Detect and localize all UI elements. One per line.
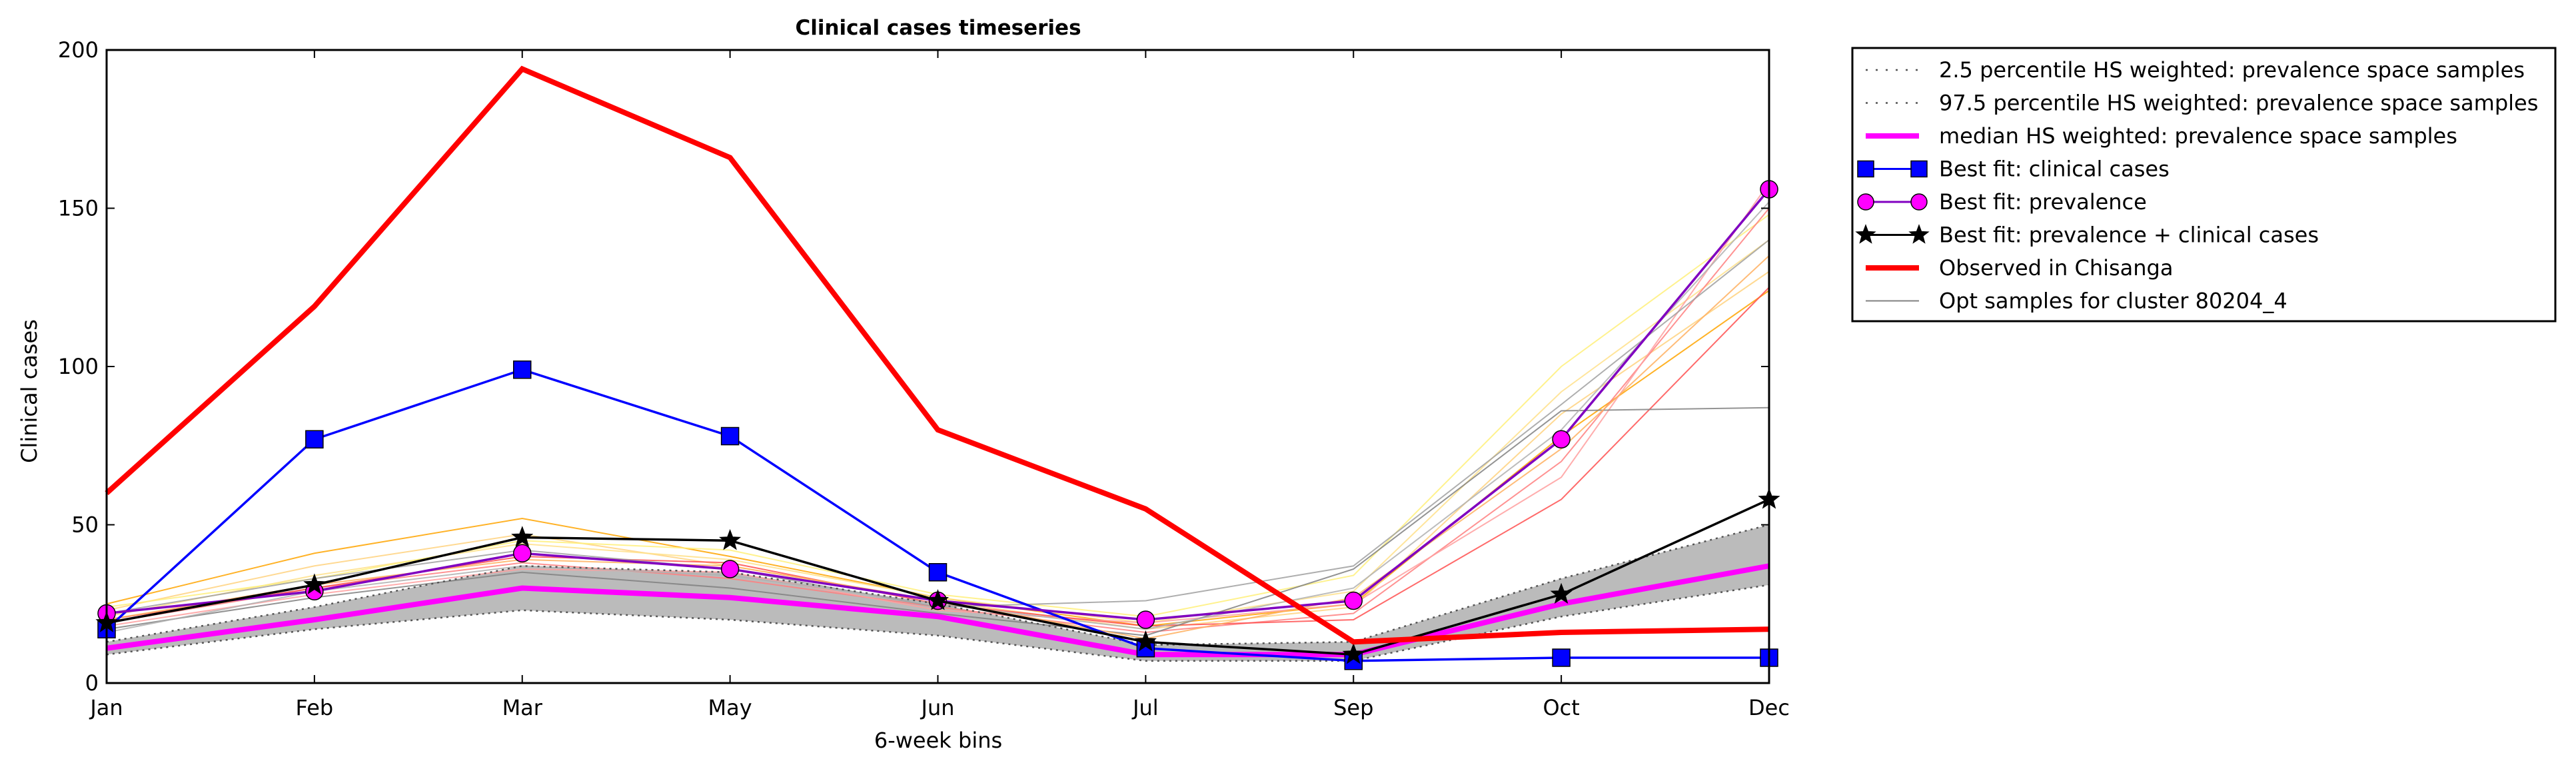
- series-6-point-4: [719, 528, 742, 550]
- legend-marker-end-4: [1910, 160, 1928, 178]
- legend-item-4: Best fit: clinical cases: [1857, 157, 2170, 182]
- series-6-point-8: [1550, 582, 1573, 604]
- x-tick-label-2: Feb: [296, 695, 334, 720]
- legend-label-3: median HS weighted: prevalence space sam…: [1939, 123, 2457, 149]
- series-5-point-3: [513, 544, 532, 562]
- legend-marker-start-4: [1857, 160, 1874, 178]
- series-1-line: [106, 584, 1770, 662]
- axes-layer: Jan Feb Mar May Jun Jul Sep Oct Dec 0 50 100 150 200: [58, 37, 1790, 720]
- legend-label-7: Observed in Chisanga: [1939, 255, 2173, 281]
- series-5-point-7: [1344, 591, 1363, 610]
- legend-items: 2.5 percentile HS weighted: prevalence s…: [1855, 57, 2538, 314]
- series-7: [105, 65, 1770, 645]
- legend-item-8: Opt samples for cluster 80204_4: [1866, 289, 2287, 314]
- legend-frame: [1851, 47, 2557, 323]
- y-tick-label-4: 150: [58, 196, 99, 221]
- legend-label-5: Best fit: prevalence: [1939, 189, 2147, 215]
- sample-line-6: [106, 182, 1770, 627]
- series-5-point-8: [1552, 430, 1571, 448]
- legend-marker-start-6: [1855, 224, 1876, 244]
- series-6-point-3: [511, 526, 534, 547]
- legend-marker-end-5: [1910, 193, 1928, 211]
- legend-item-5: Best fit: prevalence: [1857, 189, 2147, 215]
- x-tick-label-9: Dec: [1748, 695, 1790, 720]
- legend-label-6: Best fit: prevalence + clinical cases: [1939, 223, 2319, 248]
- x-tick-label-4: May: [708, 695, 752, 720]
- y-tick-label-2: 50: [71, 512, 99, 538]
- percentile-band: [107, 524, 1769, 661]
- series-5-point-4: [720, 560, 740, 578]
- legend-marker-start-5: [1857, 193, 1874, 211]
- legend-label-4: Best fit: clinical cases: [1939, 157, 2170, 182]
- series-5-point-6: [1136, 610, 1155, 629]
- x-axis-label: 6-week bins: [874, 728, 1002, 753]
- series-4-point-2: [305, 430, 324, 448]
- legend-item-6: Best fit: prevalence + clinical cases: [1855, 223, 2319, 248]
- plot-layer: [95, 65, 1780, 670]
- x-tick-label-5: Jun: [920, 695, 955, 720]
- legend-marker-end-6: [1908, 224, 1930, 244]
- chart-title: Clinical cases timeseries: [795, 16, 1081, 40]
- series-6-point-6: [1134, 630, 1157, 652]
- series-4-point-5: [928, 563, 948, 582]
- series-3-line: [106, 563, 1770, 658]
- legend-item-2: 97.5 percentile HS weighted: prevalence …: [1866, 91, 2538, 116]
- y-axis-label: Clinical cases: [17, 319, 42, 463]
- x-tick-label-7: Sep: [1333, 695, 1373, 720]
- legend-label-1: 2.5 percentile HS weighted: prevalence s…: [1939, 57, 2525, 83]
- x-tick-label-3: Mar: [502, 695, 543, 720]
- y-tick-label-5: 200: [58, 37, 99, 63]
- series-4-point-3: [513, 361, 532, 379]
- y-tick-label-1: 0: [85, 670, 99, 696]
- legend: 2.5 percentile HS weighted: prevalence s…: [1851, 47, 2557, 323]
- x-tick-label-6: Jul: [1131, 695, 1159, 720]
- x-tick-label-1: Jan: [89, 695, 123, 720]
- y-tick-label-3: 100: [58, 354, 99, 379]
- series-7-line: [105, 65, 1770, 645]
- legend-item-1: 2.5 percentile HS weighted: prevalence s…: [1866, 57, 2525, 83]
- legend-label-2: 97.5 percentile HS weighted: prevalence …: [1939, 91, 2538, 116]
- x-tick-label-8: Oct: [1543, 695, 1579, 720]
- series-1: [106, 584, 1770, 662]
- series-3: [106, 563, 1770, 658]
- series-4: [97, 361, 1778, 670]
- legend-item-3: median HS weighted: prevalence space sam…: [1866, 123, 2457, 149]
- series-6-point-2: [303, 573, 326, 594]
- legend-item-7: Observed in Chisanga: [1866, 255, 2173, 281]
- series-4-point-4: [720, 426, 740, 446]
- legend-label-8: Opt samples for cluster 80204_4: [1939, 289, 2287, 314]
- series-6-point-5: [926, 589, 950, 610]
- series-6-point-7: [1342, 642, 1365, 664]
- series-4-point-8: [1552, 648, 1571, 667]
- sample-line-8: [106, 406, 1770, 636]
